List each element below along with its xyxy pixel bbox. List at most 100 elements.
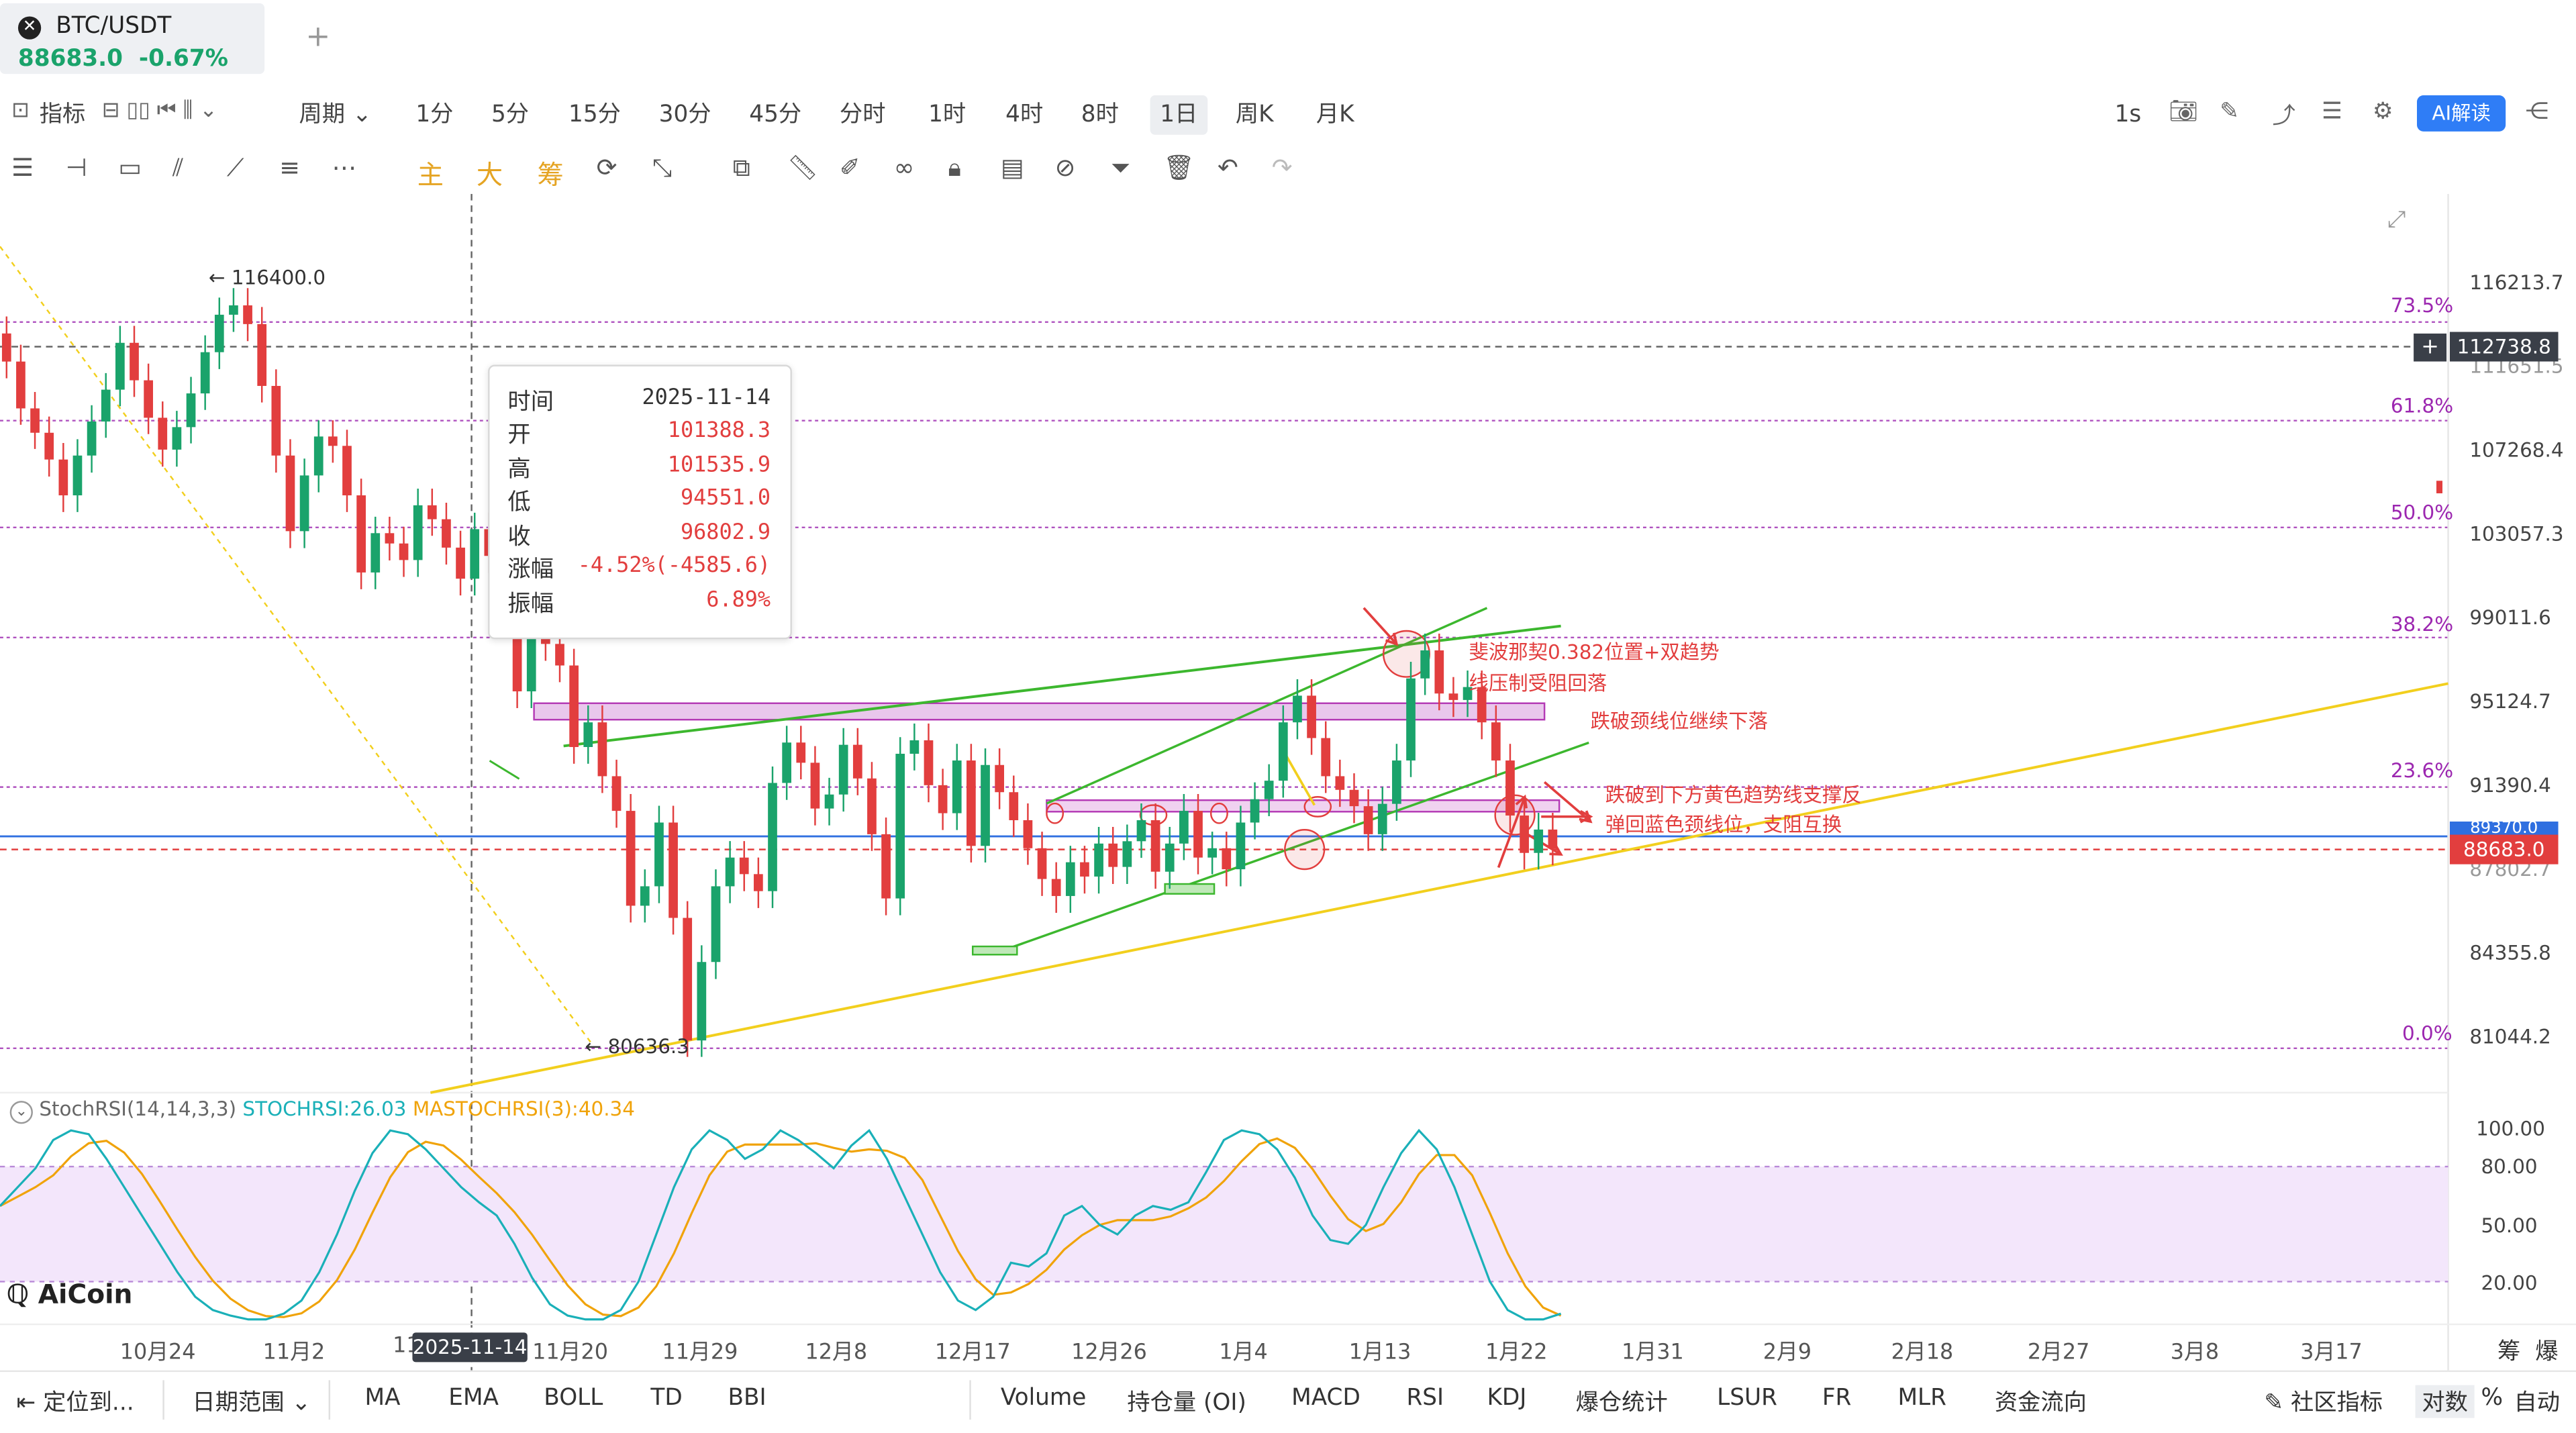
rect-icon[interactable]: ▭ (118, 152, 142, 183)
annotation-blue-neckline[interactable]: 弹回蓝色颈线位，支阻互换 (1605, 813, 1842, 837)
date-range-button[interactable]: 日期范围 ⌄ (192, 1390, 311, 1417)
indicator-bbi[interactable]: BBI (728, 1385, 766, 1412)
auto-toggle[interactable]: 自动 (2514, 1390, 2560, 1417)
symbol-price: 88683.0 -0.67% (18, 46, 228, 72)
interval-7[interactable]: 4时 (1005, 101, 1044, 128)
pen-icon[interactable]: ✎ (2220, 98, 2239, 126)
big-toggle[interactable]: 大 (476, 159, 503, 191)
indicator-ema[interactable]: EMA (448, 1385, 499, 1412)
sub-indicator-8[interactable]: MLR (1897, 1385, 1946, 1412)
settings-icon[interactable]: ⚙ (2372, 98, 2393, 126)
interval-6[interactable]: 1时 (928, 101, 967, 128)
candle-body (768, 783, 777, 891)
layout-icon[interactable]: ⊟ ▯▯ ⏮ ⫼ ⌄ (101, 98, 217, 123)
x-tick: 12月8 (805, 1340, 868, 1366)
candle-body (229, 305, 238, 315)
percent-toggle[interactable]: % (2481, 1385, 2504, 1412)
yellow-support-trend (430, 682, 2448, 1094)
annotation-fib-resist[interactable]: 斐波那契0.382位置+双趋势 (1469, 640, 1720, 664)
link-icon[interactable]: ∞ (893, 152, 915, 183)
interval-3[interactable]: 30分 (658, 101, 711, 128)
candle-body (725, 857, 735, 887)
community-indicator-button[interactable]: ✎ 社区指标 (2264, 1390, 2383, 1417)
undo-icon[interactable]: ↶ (1217, 152, 1238, 183)
indicator-button[interactable]: 指标 (39, 101, 86, 128)
copy-icon[interactable]: ⧉ (732, 152, 751, 183)
sub-indicator-4[interactable]: KDJ (1487, 1385, 1527, 1412)
fib-label-618: 61.8% (2390, 394, 2454, 417)
candle-body (1250, 799, 1260, 823)
candle-body (442, 519, 451, 548)
collapse-icon[interactable]: ⌄ (9, 1101, 33, 1124)
hlines-icon[interactable]: ≡ (279, 152, 300, 183)
hide-icon[interactable]: ⊘ (1054, 152, 1076, 183)
indicator-td[interactable]: TD (650, 1385, 683, 1412)
refresh-rate[interactable]: 1s (2114, 101, 2142, 128)
menu-icon[interactable]: ☰ (11, 152, 34, 183)
stoch-band (0, 1167, 2448, 1282)
add-alert-icon[interactable]: + (2414, 333, 2447, 362)
interval-4[interactable]: 45分 (749, 101, 802, 128)
main-toggle[interactable]: 主 (417, 159, 444, 191)
log-toggle[interactable]: 对数 (2415, 1385, 2475, 1418)
sub-indicator-5[interactable]: 爆仓统计 (1575, 1390, 1668, 1417)
interval-9[interactable]: 1日 (1150, 95, 1208, 135)
candle-body (938, 785, 948, 813)
indicator-ma[interactable]: MA (364, 1385, 401, 1412)
fullscreen-icon[interactable]: ⤢ (2387, 207, 2406, 234)
annotation-fib-resist-2[interactable]: 线压制受阻回落 (1469, 672, 1607, 695)
symbol-tab[interactable]: ✕ BTC/USDT 88683.0 -0.67% (0, 3, 265, 75)
export-icon[interactable]: ⤴ (2272, 103, 2295, 130)
interval-11[interactable]: 月K (1316, 101, 1354, 128)
annotation-yellow-support[interactable]: 跌破到下方黄色趋势线支撑反 (1605, 783, 1862, 807)
candle-body (1491, 722, 1501, 761)
indicator-boll[interactable]: BOLL (544, 1385, 603, 1412)
measure-icon[interactable]: ⤡ (652, 152, 673, 183)
tooltip-value: 2025-11-14 (642, 386, 771, 411)
candle-body (370, 533, 381, 573)
candle-body (1236, 822, 1246, 870)
share-icon[interactable]: ⋲ (2525, 98, 2548, 126)
list-icon[interactable]: ☰ (2322, 98, 2342, 126)
sub-indicator-2[interactable]: MACD (1291, 1385, 1360, 1412)
x-tick: 10月24 (119, 1340, 196, 1366)
sub-indicator-1[interactable]: 持仓量 (OI) (1127, 1390, 1246, 1417)
sub-indicator-6[interactable]: LSUR (1717, 1385, 1777, 1412)
x-tick: 11月2 (262, 1340, 326, 1366)
sub-indicator-7[interactable]: FR (1822, 1385, 1852, 1412)
indicator-icon[interactable]: ⊡ (11, 98, 30, 123)
chip-toggle[interactable]: 筹 (537, 159, 564, 191)
add-tab-icon[interactable]: + (305, 19, 331, 54)
sub-indicator-0[interactable]: Volume (1000, 1385, 1087, 1412)
interval-10[interactable]: 周K (1235, 101, 1274, 128)
sync-icon[interactable]: ⟳ (596, 152, 617, 183)
parallel-icon[interactable]: ⫽ (172, 152, 184, 183)
corner-burst[interactable]: 爆 (2535, 1339, 2559, 1366)
ruler-icon[interactable]: 📏︎ (787, 152, 819, 183)
magnet-icon[interactable]: ✐ (839, 152, 860, 183)
annotation-neckline-break[interactable]: 跌破颈线位继续下落 (1590, 709, 1769, 733)
interval-0[interactable]: 1分 (415, 101, 454, 128)
corner-chip[interactable]: 筹 (2497, 1339, 2521, 1366)
sub-indicator-3[interactable]: RSI (1406, 1385, 1444, 1412)
more-icon[interactable]: ⋯ (332, 152, 357, 183)
candle-body (342, 446, 352, 496)
interval-2[interactable]: 15分 (568, 101, 621, 128)
lock-icon[interactable]: 🔒︎ (948, 152, 962, 183)
filter-icon[interactable]: ⏷ (1110, 152, 1131, 183)
note-icon[interactable]: ▤ (1000, 152, 1024, 183)
redo-icon[interactable]: ↷ (1271, 152, 1293, 183)
interval-8[interactable]: 8时 (1081, 101, 1119, 128)
interval-5[interactable]: 分时 (839, 101, 886, 128)
chart-canvas[interactable] (0, 193, 2576, 1377)
ai-interpret-button[interactable]: AI解读 (2417, 95, 2506, 132)
trendline-icon[interactable]: ⟋ (226, 152, 244, 183)
community-label: 社区指标 (2290, 1390, 2383, 1417)
locate-button[interactable]: ⇤ 定位到... (16, 1390, 134, 1417)
hline-icon[interactable]: ⊣ (65, 152, 87, 183)
interval-1[interactable]: 5分 (491, 101, 530, 128)
sub-indicator-9[interactable]: 资金流向 (1994, 1390, 2087, 1417)
period-dropdown[interactable]: 周期 ⌄ (299, 101, 372, 128)
delete-icon[interactable]: 🗑︎ (1163, 152, 1195, 183)
camera-icon[interactable]: 📷︎ (2169, 98, 2198, 126)
